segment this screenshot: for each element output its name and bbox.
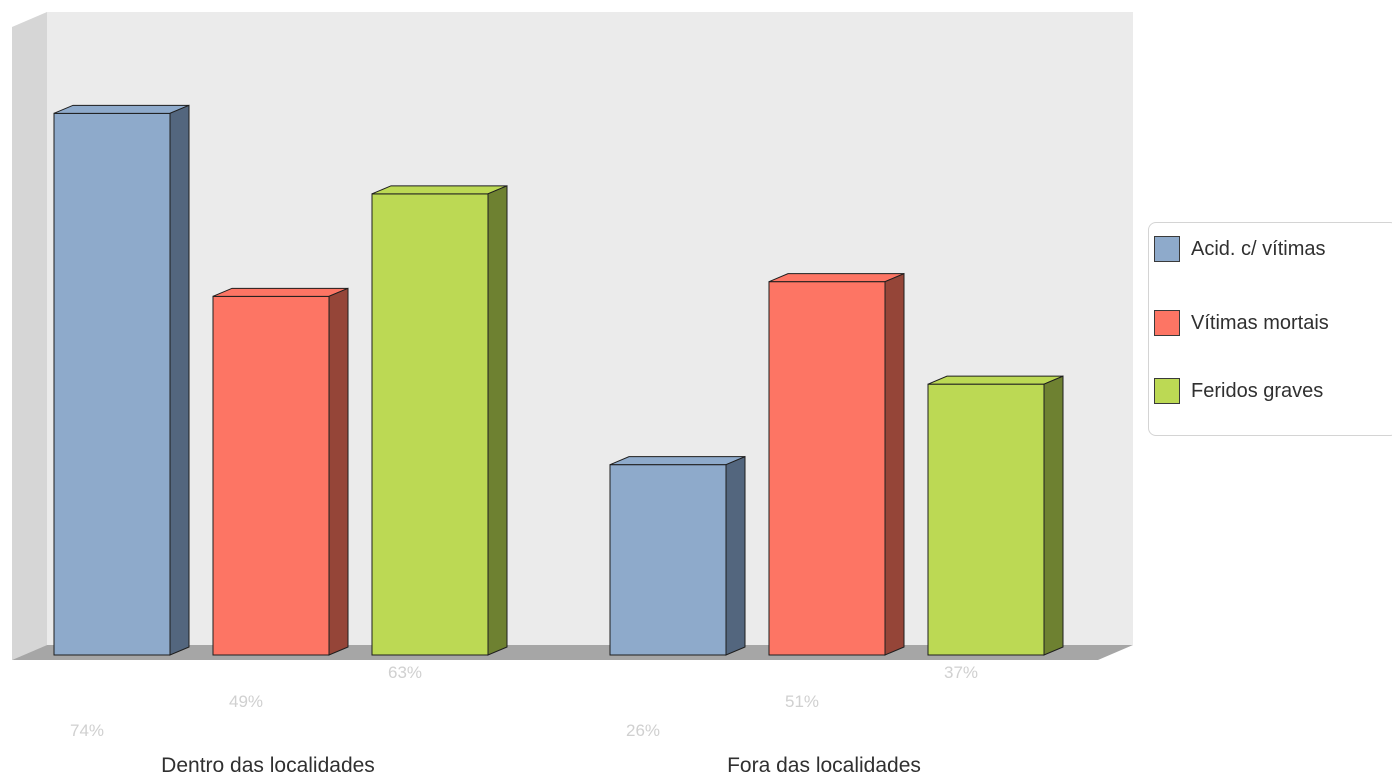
legend-item-feridos-graves: Feridos graves bbox=[1154, 376, 1323, 406]
bar-side-face bbox=[487, 185, 508, 656]
bar-side-face bbox=[725, 455, 746, 656]
bar-vitimas-mortais-fora-das-localidades bbox=[768, 272, 905, 656]
data-label-feridos-graves-fora-das-localidades: 37% bbox=[944, 663, 978, 682]
bar-acid-c-vitimas-dentro-das-localidades bbox=[53, 104, 190, 656]
bar-front-face bbox=[609, 464, 727, 656]
data-label-acid-c-vitimas-dentro-das-localidades: 74% bbox=[70, 721, 104, 740]
data-label-vitimas-mortais-fora-das-localidades: 51% bbox=[785, 692, 819, 711]
labels-layer: 74% 49% 63% Dentro das localidades 26% 51% 37%… bbox=[70, 663, 978, 777]
chart-side-wall bbox=[12, 12, 47, 660]
data-label-feridos-graves-dentro-das-localidades: 63% bbox=[388, 663, 422, 682]
bar-front-face bbox=[212, 295, 330, 656]
data-label-vitimas-mortais-dentro-das-localidades: 49% bbox=[229, 692, 263, 711]
data-label-acid-c-vitimas-fora-das-localidades: 26% bbox=[626, 721, 660, 740]
bar-top-face bbox=[53, 104, 190, 114]
bar-front-face bbox=[53, 112, 171, 656]
bar-top-face bbox=[768, 273, 905, 283]
legend-item-vitimas-mortais: Vítimas mortais bbox=[1154, 308, 1329, 338]
bar-feridos-graves-fora-das-localidades bbox=[927, 375, 1064, 656]
bar-side-face bbox=[328, 287, 349, 656]
bar-acid-c-vitimas-fora-das-localidades bbox=[609, 455, 746, 656]
bar-top-face bbox=[609, 456, 746, 466]
bar-side-face bbox=[884, 272, 905, 656]
legend-swatch-vitimas-mortais bbox=[1154, 310, 1180, 336]
bar-vitimas-mortais-dentro-das-localidades bbox=[212, 287, 349, 656]
legend-swatch-acid-vitimas bbox=[1154, 236, 1180, 262]
category-label-fora-das-localidades: Fora das localidades bbox=[727, 754, 921, 773]
bar-top-face bbox=[212, 287, 349, 297]
bar-side-face bbox=[169, 104, 190, 656]
legend-swatch-feridos-graves bbox=[1154, 378, 1180, 404]
legend-item-acid-vitimas: Acid. c/ vítimas bbox=[1154, 234, 1325, 264]
legend-label-feridos-graves: Feridos graves bbox=[1191, 379, 1324, 402]
bar-feridos-graves-dentro-das-localidades bbox=[371, 185, 508, 656]
legend-label-vitimas-mortais: Vítimas mortais bbox=[1191, 311, 1329, 334]
chart-legend: Acid. c/ vítimas Vítimas mortais Feridos… bbox=[1148, 222, 1392, 436]
bar-front-face bbox=[927, 383, 1045, 656]
bars-layer bbox=[53, 104, 1064, 656]
category-label-dentro-das-localidades: Dentro das localidades bbox=[161, 754, 375, 773]
bar-front-face bbox=[768, 281, 886, 656]
bar-top-face bbox=[927, 375, 1064, 385]
legend-label-acid-vitimas: Acid. c/ vítimas bbox=[1191, 237, 1326, 260]
bar-front-face bbox=[371, 193, 489, 656]
bar-top-face bbox=[371, 185, 508, 195]
bar-side-face bbox=[1043, 375, 1064, 656]
